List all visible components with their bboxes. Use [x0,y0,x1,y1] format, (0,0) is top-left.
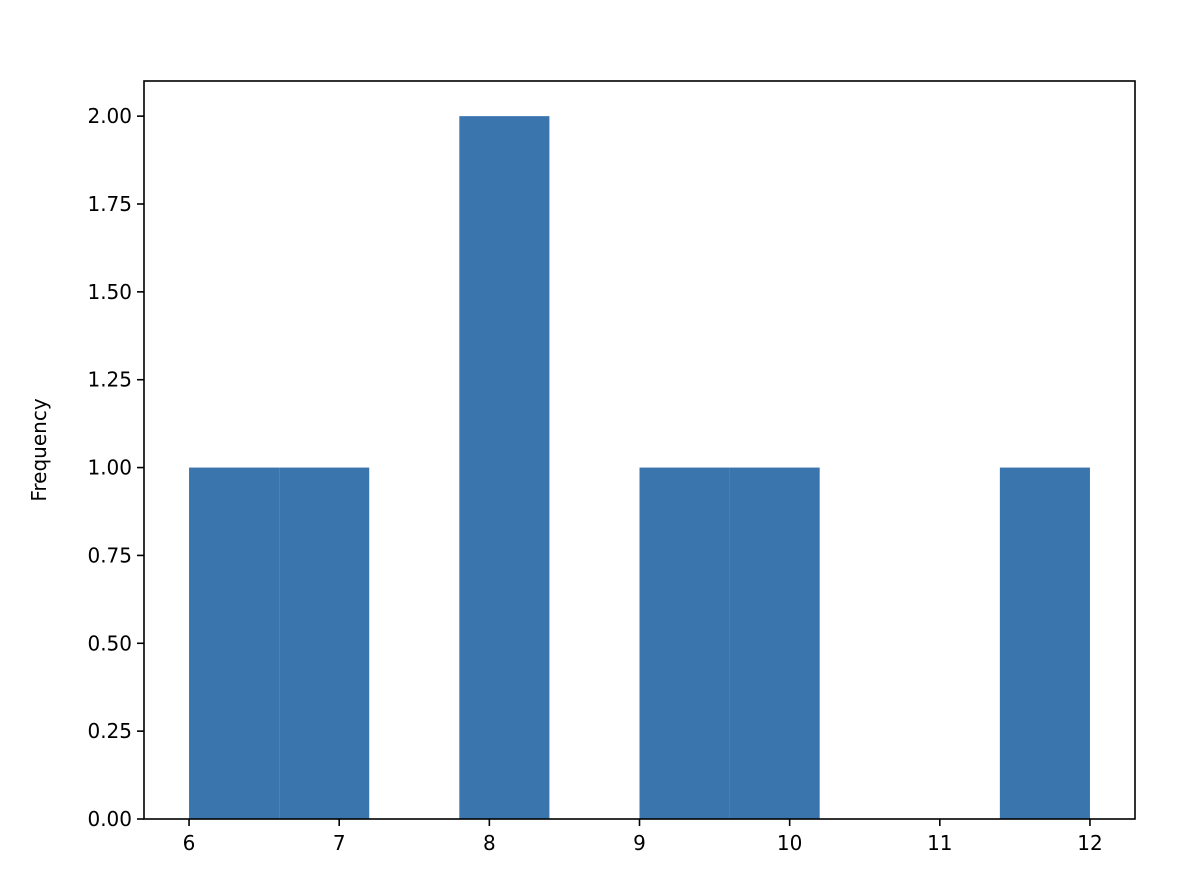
x-tick-label: 12 [1077,831,1102,855]
x-tick-label: 8 [483,831,496,855]
histogram-bar [279,467,370,819]
x-tick-label: 11 [927,831,952,855]
y-tick-label: 0.25 [87,719,132,743]
y-tick-label: 0.75 [87,543,132,567]
y-tick-label: 2.00 [87,104,132,128]
y-tick-label: 1.75 [87,192,132,216]
y-tick-label: 1.00 [87,456,132,480]
bars-group [189,116,1090,819]
y-axis-label: Frequency [27,398,51,501]
histogram-bar [639,467,730,819]
histogram-bar [459,116,550,819]
histogram-bar [729,467,820,819]
x-tick-label: 6 [183,831,196,855]
histogram-bar [189,467,280,819]
x-axis: 6 7 8 9 10 11 12 [183,819,1103,855]
y-axis: 0.00 0.25 0.50 0.75 1.00 1.25 1.50 1.75 2.00 [87,104,144,831]
y-tick-label: 0.50 [87,631,132,655]
x-tick-label: 7 [333,831,346,855]
y-tick-label: 0.00 [87,807,132,831]
y-tick-label: 1.25 [87,368,132,392]
x-tick-label: 10 [777,831,802,855]
histogram-bar [999,467,1090,819]
y-tick-label: 1.50 [87,280,132,304]
x-tick-label: 9 [633,831,646,855]
